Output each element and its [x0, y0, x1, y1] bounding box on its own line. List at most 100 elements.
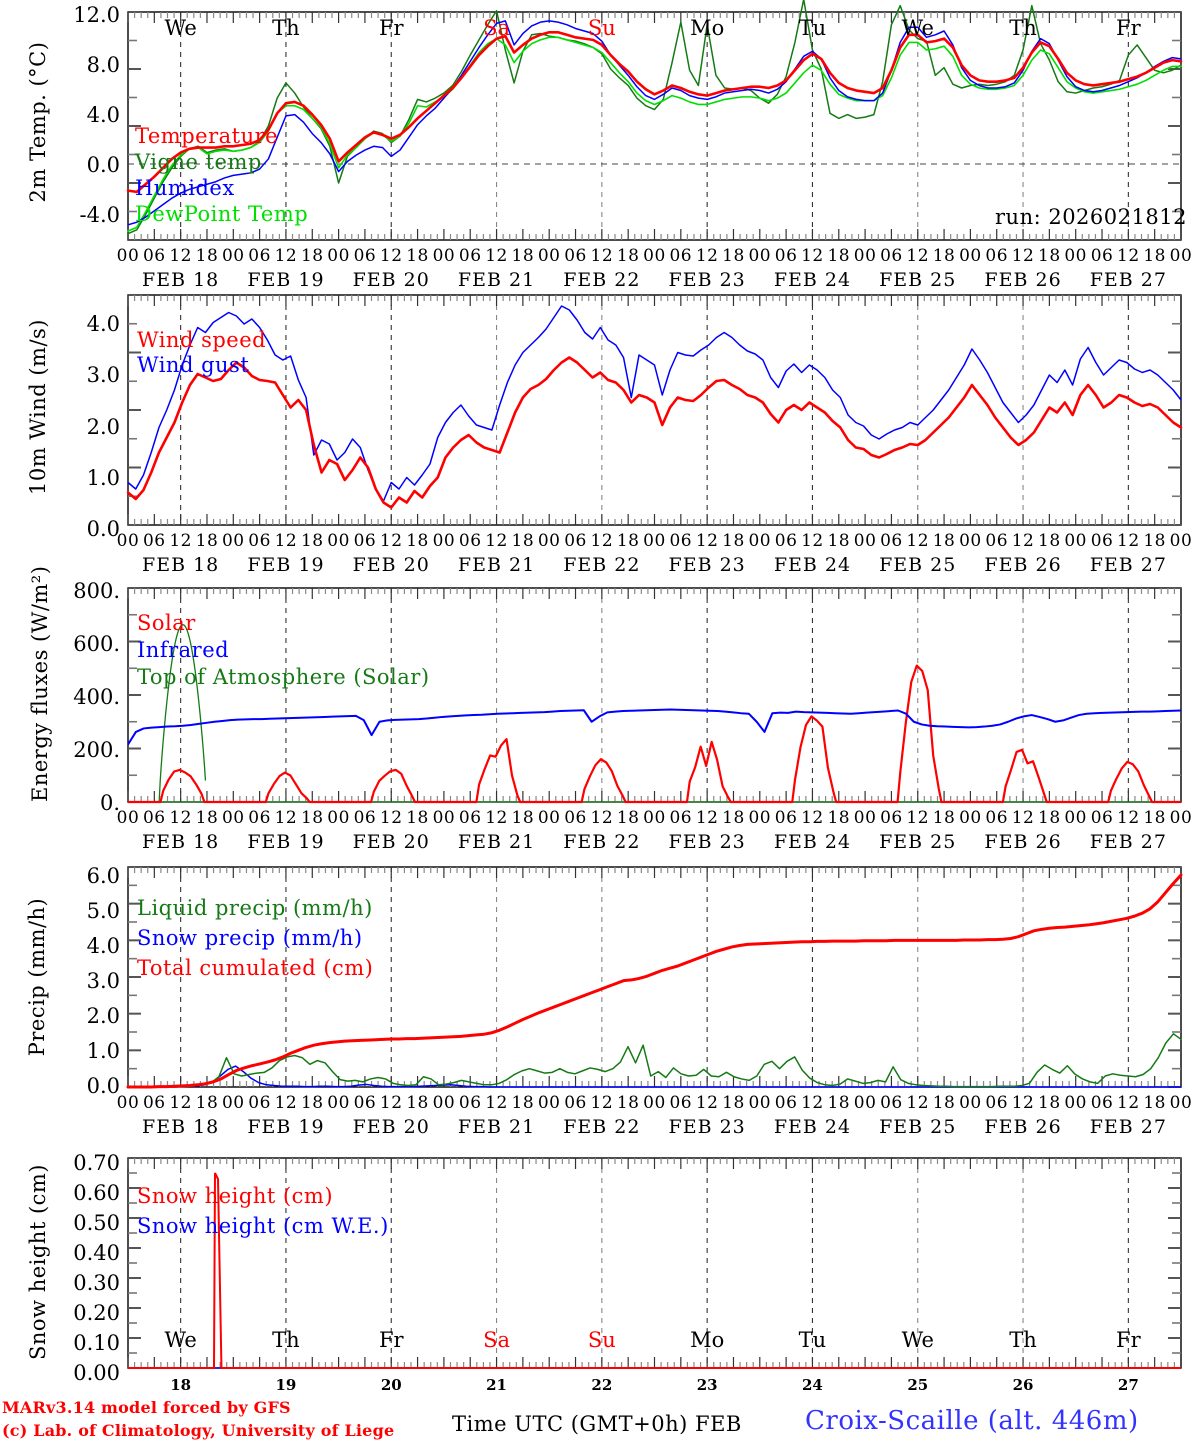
station-label: Croix-Scaille (alt. 446m) — [805, 1406, 1139, 1436]
hour-tick-label: 18 — [1143, 246, 1166, 266]
precip-ytick-2: 4.0 — [86, 934, 120, 958]
hour-tick-label: 06 — [353, 1093, 377, 1113]
hour-tick-label: 00 — [537, 1093, 561, 1113]
date-label: FEB 18 — [142, 831, 220, 853]
hour-tick-label: 00 — [748, 246, 772, 266]
hour-tick-label: 18 — [195, 808, 219, 828]
date-label: FEB 25 — [879, 269, 957, 291]
day-of-week-label: We — [901, 16, 934, 40]
hour-tick-label: 06 — [669, 1093, 693, 1113]
hour-tick-label: 00 — [537, 246, 561, 266]
precip-ytick-4: 2.0 — [86, 1004, 120, 1028]
hour-tick-label: 00 — [116, 1093, 140, 1113]
hour-tick-label: 18 — [616, 531, 640, 551]
date-label: FEB 23 — [668, 554, 746, 576]
day-of-week-label: We — [164, 16, 197, 40]
energy-ytick-0: 800. — [73, 579, 120, 603]
hour-tick-label: 18 — [827, 531, 851, 551]
hour-tick-label: 18 — [722, 1093, 745, 1113]
hour-tick-label: 06 — [142, 246, 166, 266]
hour-tick-label: 12 — [169, 1093, 192, 1113]
hour-tick-label: 00 — [959, 531, 982, 551]
legend-humidex: Humidex — [135, 176, 235, 200]
date-label: FEB 21 — [457, 554, 536, 576]
panel-temperature: 2m Temp. (°C) 12.0 8.0 4.0 0.0 -4.0 Temp… — [0, 0, 1194, 291]
bottom-day-number: 19 — [275, 1376, 297, 1394]
date-label: FEB 18 — [142, 1116, 220, 1138]
hour-tick-label: 06 — [353, 246, 377, 266]
hour-tick-label: 06 — [1090, 1093, 1114, 1113]
hour-tick-label: 06 — [1090, 808, 1114, 828]
hour-tick-label: 18 — [932, 808, 956, 828]
hour-tick-label: 12 — [379, 1093, 403, 1113]
hour-tick-label: 12 — [695, 531, 719, 551]
hour-tick-label: 06 — [985, 246, 1009, 266]
hour-tick-label: 18 — [722, 531, 745, 551]
hour-tick-label: 06 — [458, 246, 482, 266]
hour-tick-label: 06 — [880, 531, 903, 551]
hour-tick-label: 18 — [406, 1093, 429, 1113]
hour-tick-label: 12 — [485, 531, 508, 551]
day-of-week-label: Su — [587, 16, 616, 40]
panel-energy-fluxes: Energy fluxes (W/m²) 800. 600. 400. 200.… — [0, 566, 1194, 855]
hour-tick-label: 18 — [300, 531, 324, 551]
hour-tick-label: 18 — [511, 808, 535, 828]
hour-tick-label: 12 — [274, 1093, 298, 1113]
date-label: FEB 20 — [352, 554, 430, 576]
precip-ytick-0: 6.0 — [86, 864, 120, 888]
hour-tick-label: 00 — [537, 808, 561, 828]
hour-tick-label: 12 — [1117, 531, 1140, 551]
footer-copyright-line: (c) Lab. of Climatology, University of L… — [2, 1421, 395, 1440]
hour-tick-label: 00 — [432, 531, 456, 551]
hour-tick-label: 12 — [1011, 808, 1035, 828]
hour-tick-label: 06 — [353, 531, 377, 551]
date-label: FEB 22 — [563, 831, 641, 853]
hour-tick-label: 06 — [985, 1093, 1009, 1113]
date-label: FEB 18 — [142, 554, 220, 576]
date-label: FEB 27 — [1089, 269, 1167, 291]
legend-snow-height-we: Snow height (cm W.E.) — [137, 1214, 389, 1238]
snow-plot — [127, 1157, 1182, 1369]
hour-tick-label: 18 — [511, 1093, 535, 1113]
day-of-week-label: We — [164, 1328, 197, 1352]
hour-tick-label: 00 — [748, 531, 772, 551]
legend-total-cumulated: Total cumulated (cm) — [137, 956, 374, 980]
energy-ytick-1: 600. — [73, 632, 120, 656]
hour-tick-label: 12 — [1117, 1093, 1140, 1113]
hour-tick-label: 12 — [485, 1093, 508, 1113]
temperature-plot — [126, 0, 1183, 241]
hour-tick-label: 00 — [432, 808, 456, 828]
hour-tick-label: 12 — [1011, 531, 1035, 551]
hour-tick-label-final: 00 — [1169, 531, 1193, 551]
hour-tick-label: 12 — [169, 808, 192, 828]
hour-tick-label-final: 00 — [1169, 808, 1193, 828]
date-label: FEB 20 — [352, 1116, 430, 1138]
hour-tick-label: 00 — [853, 531, 877, 551]
hour-tick-label: 12 — [274, 531, 298, 551]
snow-ytick-0: 0.70 — [73, 1151, 120, 1175]
hour-tick-label: 18 — [722, 246, 745, 266]
hour-tick-label: 06 — [669, 808, 693, 828]
wind-ytick-4: 0.0 — [86, 517, 120, 541]
hour-tick-label: 18 — [1038, 1093, 1061, 1113]
hour-tick-label: 06 — [142, 531, 166, 551]
hour-tick-label: 00 — [221, 531, 245, 551]
bottom-day-number: 20 — [380, 1376, 402, 1394]
hour-tick-label: 00 — [327, 246, 350, 266]
day-of-week-label: Tu — [798, 16, 827, 40]
hour-tick-label: 18 — [932, 1093, 956, 1113]
hour-tick-label: 12 — [169, 246, 192, 266]
date-label: FEB 19 — [247, 831, 325, 853]
date-label: FEB 21 — [457, 269, 536, 291]
date-label: FEB 26 — [984, 1116, 1062, 1138]
panel-snow-height: Snow height (cm) 0.70 0.60 0.50 0.40 0.3… — [0, 1140, 1194, 1440]
hour-tick-label: 12 — [1011, 246, 1035, 266]
date-label: FEB 22 — [563, 554, 641, 576]
energy-plot — [127, 587, 1182, 804]
date-label: FEB 23 — [668, 1116, 746, 1138]
hour-tick-label: 12 — [801, 531, 824, 551]
legend-temperature: Temperature — [135, 124, 279, 148]
hour-tick-label: 12 — [485, 808, 508, 828]
date-label: FEB 27 — [1089, 1116, 1167, 1138]
temp-ytick-1: 8.0 — [86, 53, 120, 77]
